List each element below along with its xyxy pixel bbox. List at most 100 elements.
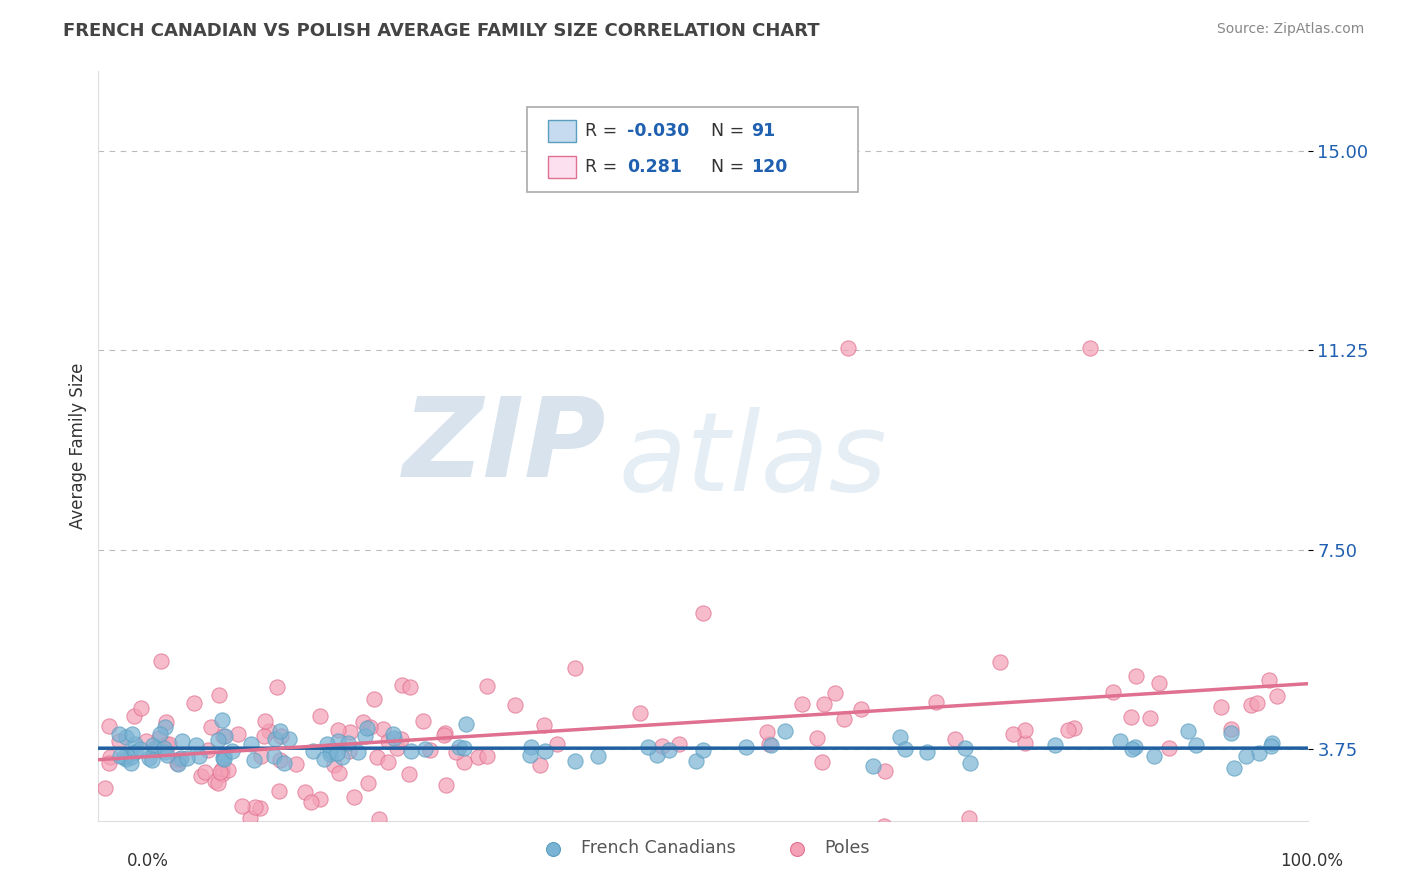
Point xyxy=(221,744,243,758)
Point xyxy=(1220,725,1243,739)
Point xyxy=(444,745,467,759)
Point xyxy=(239,737,262,751)
Text: 0.0%: 0.0% xyxy=(127,852,169,870)
Point xyxy=(1121,742,1143,756)
Point xyxy=(138,751,160,765)
Point xyxy=(356,775,378,789)
Point xyxy=(285,757,308,772)
Point xyxy=(200,720,222,734)
Point xyxy=(124,745,146,759)
Point xyxy=(294,785,316,799)
Point xyxy=(1143,749,1166,764)
Point xyxy=(155,720,177,734)
Point xyxy=(564,661,586,675)
Point xyxy=(155,714,177,729)
Point xyxy=(150,654,173,668)
Point xyxy=(533,718,555,732)
Point xyxy=(97,718,120,732)
Point xyxy=(735,740,758,755)
Point xyxy=(419,743,441,757)
Text: 100.0%: 100.0% xyxy=(1279,852,1343,870)
Point xyxy=(326,733,349,747)
Point xyxy=(382,731,405,746)
Point xyxy=(190,770,212,784)
Point xyxy=(377,756,399,770)
Point xyxy=(467,750,489,764)
Point xyxy=(337,736,360,750)
Point xyxy=(1219,723,1241,737)
Point xyxy=(758,737,780,751)
Point xyxy=(1261,736,1284,750)
Point xyxy=(211,767,233,781)
Point xyxy=(1125,668,1147,682)
Point xyxy=(353,729,375,743)
Point xyxy=(520,740,543,755)
Text: Source: ZipAtlas.com: Source: ZipAtlas.com xyxy=(1216,22,1364,37)
Legend: French Canadians, Poles: French Canadians, Poles xyxy=(529,832,877,864)
Point xyxy=(142,738,165,752)
Point xyxy=(209,765,232,780)
Point xyxy=(685,754,707,768)
Point xyxy=(534,744,557,758)
Point xyxy=(503,698,526,712)
Point xyxy=(385,740,408,755)
Point xyxy=(204,774,226,789)
Point xyxy=(1014,736,1036,750)
Point xyxy=(259,724,281,739)
Point xyxy=(1002,727,1025,741)
Point xyxy=(453,741,475,756)
Point xyxy=(1247,747,1270,761)
Point xyxy=(401,744,423,758)
Point xyxy=(945,731,967,746)
Point xyxy=(226,727,249,741)
Point xyxy=(1139,711,1161,725)
Point xyxy=(270,729,292,743)
Point xyxy=(389,732,412,747)
Point xyxy=(343,790,366,805)
Point xyxy=(813,697,835,711)
Point xyxy=(121,726,143,740)
Point xyxy=(1045,738,1067,752)
Point xyxy=(637,739,659,754)
Text: 0.281: 0.281 xyxy=(627,158,682,176)
Point xyxy=(658,743,681,757)
Text: 120: 120 xyxy=(751,158,787,176)
Point xyxy=(183,696,205,710)
Point xyxy=(115,731,138,745)
Point xyxy=(214,747,236,762)
Point xyxy=(231,799,253,814)
Point xyxy=(172,734,194,748)
Point xyxy=(759,738,782,752)
Text: R =: R = xyxy=(585,158,623,176)
Point xyxy=(834,711,856,725)
Point xyxy=(319,747,342,762)
Point xyxy=(915,746,938,760)
Point xyxy=(253,714,276,729)
Point xyxy=(114,752,136,766)
Point xyxy=(143,741,166,756)
Point xyxy=(266,680,288,694)
Point xyxy=(263,748,285,763)
Point xyxy=(862,758,884,772)
Point xyxy=(122,709,145,723)
Point xyxy=(155,745,177,759)
Point xyxy=(301,744,323,758)
Point xyxy=(1184,739,1206,753)
Point xyxy=(1057,723,1080,737)
Point xyxy=(889,730,911,744)
Point xyxy=(208,688,231,702)
Point xyxy=(668,737,690,751)
Point xyxy=(148,731,170,746)
Point xyxy=(352,714,374,729)
Text: ZIP: ZIP xyxy=(402,392,606,500)
Point xyxy=(120,756,142,770)
Point xyxy=(108,734,131,748)
Point xyxy=(377,734,399,748)
Point xyxy=(135,734,157,748)
Point xyxy=(141,753,163,767)
Point xyxy=(269,724,291,739)
Point xyxy=(328,765,350,780)
Point xyxy=(217,763,239,777)
Point xyxy=(176,750,198,764)
Point xyxy=(811,756,834,770)
